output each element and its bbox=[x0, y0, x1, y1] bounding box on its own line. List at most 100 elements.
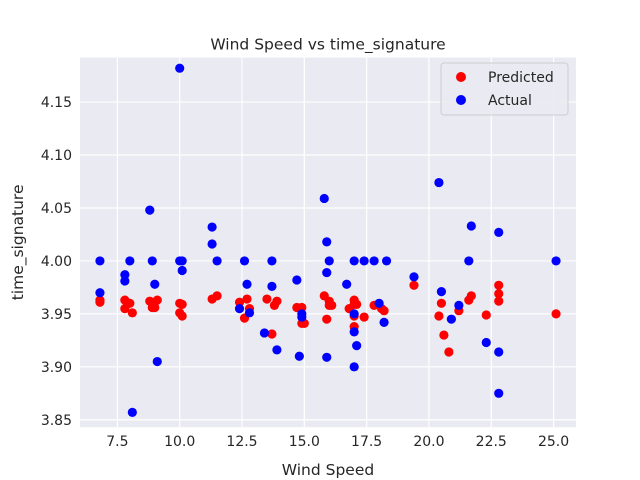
point-predicted bbox=[436, 298, 447, 308]
point-actual bbox=[234, 303, 245, 314]
point-actual bbox=[369, 256, 379, 266]
point-actual bbox=[319, 193, 329, 204]
point-predicted bbox=[177, 311, 187, 321]
x-tick-label: 10.0 bbox=[164, 434, 195, 450]
x-axis-label: Wind Speed bbox=[282, 461, 374, 479]
legend-label-actual: Actual bbox=[488, 93, 532, 109]
point-actual bbox=[381, 256, 392, 266]
point-actual bbox=[95, 256, 105, 266]
point-actual bbox=[152, 356, 162, 367]
point-predicted bbox=[481, 310, 491, 320]
point-actual bbox=[145, 205, 155, 215]
y-tick-label: 3.95 bbox=[41, 307, 72, 323]
point-predicted bbox=[434, 311, 444, 321]
point-actual bbox=[436, 287, 447, 297]
point-predicted bbox=[234, 297, 245, 307]
point-predicted bbox=[494, 289, 504, 299]
point-actual bbox=[125, 256, 135, 266]
point-actual bbox=[207, 222, 217, 232]
point-predicted bbox=[267, 329, 277, 339]
point-actual bbox=[349, 309, 359, 319]
point-actual bbox=[177, 265, 187, 276]
point-actual bbox=[359, 256, 369, 266]
point-actual bbox=[292, 275, 302, 285]
point-actual bbox=[446, 314, 456, 324]
point-actual bbox=[175, 63, 185, 73]
point-predicted bbox=[466, 291, 476, 301]
point-predicted bbox=[327, 300, 337, 311]
x-tick-label: 7.5 bbox=[106, 434, 128, 450]
legend: Predicted Actual bbox=[440, 62, 569, 116]
point-actual bbox=[379, 317, 389, 327]
point-actual bbox=[352, 341, 362, 351]
x-tick-label: 17.5 bbox=[351, 434, 382, 450]
point-actual bbox=[177, 256, 187, 266]
y-axis-label: time_signature bbox=[9, 185, 28, 301]
point-actual bbox=[374, 298, 384, 308]
point-predicted bbox=[494, 280, 504, 290]
chart-title: Wind Speed vs time_signature bbox=[210, 36, 445, 55]
x-tick-label: 12.5 bbox=[226, 434, 257, 450]
point-actual bbox=[481, 337, 491, 348]
point-predicted bbox=[494, 296, 504, 306]
legend-box bbox=[440, 62, 569, 116]
point-predicted bbox=[177, 299, 187, 309]
y-tick-label: 4.05 bbox=[41, 201, 72, 217]
point-predicted bbox=[439, 330, 449, 340]
point-predicted bbox=[262, 294, 272, 304]
point-actual bbox=[120, 270, 130, 280]
point-actual bbox=[95, 288, 105, 298]
point-actual bbox=[349, 256, 359, 266]
y-tick-label: 4.15 bbox=[41, 95, 72, 111]
point-predicted bbox=[359, 312, 369, 322]
point-predicted bbox=[125, 298, 135, 308]
point-actual bbox=[349, 362, 359, 372]
point-actual bbox=[454, 300, 464, 311]
point-predicted bbox=[322, 314, 332, 324]
point-actual bbox=[127, 407, 137, 417]
y-tick-label: 3.85 bbox=[41, 413, 72, 429]
point-predicted bbox=[150, 302, 160, 313]
point-actual bbox=[464, 256, 474, 266]
point-actual bbox=[434, 177, 444, 188]
point-actual bbox=[494, 388, 504, 398]
point-actual bbox=[147, 256, 157, 266]
point-actual bbox=[150, 279, 160, 289]
point-actual bbox=[267, 256, 277, 266]
point-actual bbox=[207, 239, 217, 249]
point-predicted bbox=[127, 308, 137, 318]
point-actual bbox=[212, 256, 222, 266]
point-actual bbox=[267, 281, 277, 291]
point-actual bbox=[324, 256, 334, 266]
point-predicted bbox=[212, 291, 222, 301]
point-actual bbox=[297, 312, 307, 322]
point-actual bbox=[466, 221, 476, 231]
point-actual bbox=[494, 347, 504, 357]
y-tick-label: 4.10 bbox=[41, 148, 72, 164]
point-actual bbox=[494, 227, 504, 237]
x-tick-labels: 7.5 10.0 12.5 15.0 17.5 20.0 22.5 25.0 bbox=[106, 434, 569, 450]
point-actual bbox=[239, 256, 250, 266]
point-actual bbox=[242, 279, 252, 289]
point-predicted bbox=[297, 302, 307, 313]
point-predicted bbox=[352, 299, 362, 309]
data-points bbox=[95, 63, 561, 417]
point-predicted bbox=[242, 294, 252, 304]
point-predicted bbox=[152, 295, 162, 305]
point-predicted bbox=[409, 280, 419, 290]
grid-lines bbox=[80, 57, 576, 428]
point-actual bbox=[322, 237, 332, 247]
point-actual bbox=[349, 327, 359, 337]
legend-label-predicted: Predicted bbox=[488, 70, 554, 86]
series-actual bbox=[95, 63, 561, 417]
x-tick-label: 15.0 bbox=[289, 434, 320, 450]
point-predicted bbox=[551, 309, 561, 319]
point-actual bbox=[120, 276, 130, 286]
point-predicted bbox=[444, 347, 454, 357]
point-predicted bbox=[379, 306, 389, 316]
point-actual bbox=[409, 272, 419, 282]
point-actual bbox=[322, 267, 332, 278]
y-tick-labels: 3.85 3.90 3.95 4.00 4.05 4.10 4.15 bbox=[41, 95, 72, 429]
point-actual bbox=[342, 279, 352, 289]
